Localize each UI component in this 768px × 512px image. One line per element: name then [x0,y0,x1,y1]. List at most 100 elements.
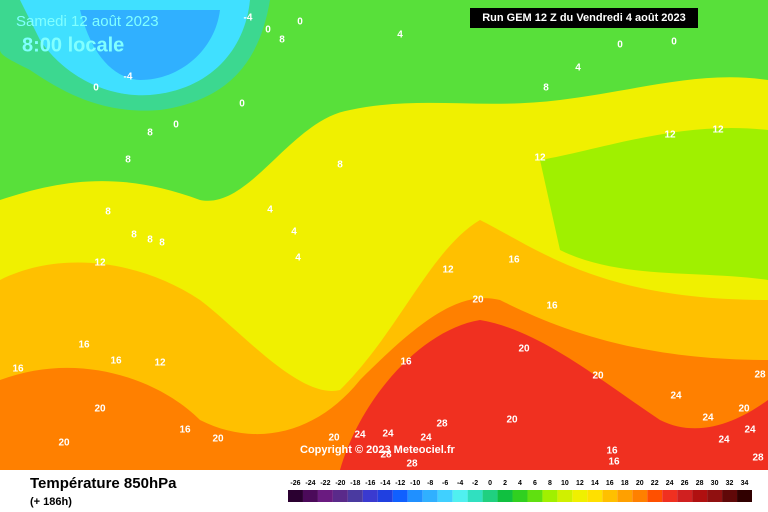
contour-label: 8 [147,235,153,246]
time-label: 8:00 locale [22,34,124,56]
scale-swatch [542,490,558,502]
scale-swatch [557,490,573,502]
mild-region [540,127,768,280]
scale-label: -24 [305,480,315,487]
scale-swatch [422,490,438,502]
scale-label: 6 [533,480,537,487]
contour-label: 24 [744,425,756,436]
contour-label: 8 [147,128,153,139]
scale-swatch [737,490,752,502]
contour-label: 8 [131,230,137,241]
scale-swatch [617,490,633,502]
contour-label: 20 [58,438,70,449]
contour-label: -4 [124,72,133,83]
contour-label: 8 [159,238,165,249]
scale-swatch [692,490,708,502]
copyright: Copyright © 2023 Meteociel.fr [300,444,456,456]
scale-label: 14 [591,480,599,487]
contour-label: 24 [382,429,394,440]
contour-label: 4 [575,63,581,74]
scale-swatch [707,490,723,502]
contour-label: 12 [664,130,676,141]
scale-swatch [437,490,453,502]
scale-swatch [362,490,378,502]
contour-label: 16 [400,357,412,368]
scale-label: -4 [457,480,463,487]
contour-label: 16 [608,457,620,468]
hottest-region [340,320,768,470]
contour-label: 8 [543,83,549,94]
scale-swatch [527,490,543,502]
scale-label: 18 [621,480,629,487]
scale-swatch [602,490,618,502]
contour-label: 16 [508,255,520,266]
contour-label: -4 [244,13,253,24]
scale-label: 34 [741,480,749,487]
footer-title: Température 850hPa [30,475,177,492]
contour-label: 20 [506,415,518,426]
scale-label: 16 [606,480,614,487]
contour-label: 4 [397,30,403,41]
scale-swatch [407,490,423,502]
contour-label: 20 [472,295,484,306]
scale-swatch [587,490,603,502]
contour-label: 20 [94,404,106,415]
contour-label: 28 [406,459,418,470]
scale-swatch [482,490,498,502]
contour-label: 28 [752,453,764,464]
scale-label: 10 [561,480,569,487]
scale-label: 4 [518,480,522,487]
scale-swatch [497,490,513,502]
scale-swatch [302,490,318,502]
contour-label: 12 [154,358,166,369]
contour-label: 8 [105,207,111,218]
contour-label: 0 [297,17,303,28]
scale-swatch [677,490,693,502]
date-label: Samedi 12 août 2023 [16,13,159,30]
scale-swatch [662,490,678,502]
contour-label: 4 [291,227,297,238]
contour-label: 24 [354,430,366,441]
contour-label: 20 [328,433,340,444]
scale-swatch [392,490,408,502]
contour-label: 28 [380,450,392,461]
contour-label: 12 [534,153,546,164]
contour-label: 12 [442,265,454,276]
contour-label: 28 [754,370,766,381]
contour-label: 20 [518,344,530,355]
contour-label: 0 [671,37,677,48]
contour-label: 4 [267,205,273,216]
scale-swatch [632,490,648,502]
scale-swatch [467,490,483,502]
contour-label: 20 [212,434,224,445]
contour-label: 24 [702,413,714,424]
scale-label: -10 [410,480,420,487]
contour-label: 0 [93,83,99,94]
contour-label: 12 [94,258,106,269]
contour-label: 4 [295,253,301,264]
lead-time: (+ 186h) [30,496,72,508]
contour-label: 8 [337,160,343,171]
contour-label: 16 [179,425,191,436]
contour-label: 28 [436,419,448,430]
contour-label: 8 [125,155,131,166]
scale-swatch [347,490,363,502]
scale-label: -26 [290,480,300,487]
contour-label: 8 [279,35,285,46]
scale-swatch [288,490,303,502]
scale-label: 20 [636,480,644,487]
contour-label: 0 [239,99,245,110]
scale-swatch [572,490,588,502]
scale-label: -6 [442,480,448,487]
scale-label: 28 [696,480,704,487]
contour-label: 0 [265,25,271,36]
scale-label: 32 [726,480,734,487]
scale-label: 26 [681,480,689,487]
scale-label: 8 [548,480,552,487]
contour-label: 20 [738,404,750,415]
contour-label: 24 [670,391,682,402]
contour-label: 20 [592,371,604,382]
scale-label: 24 [666,480,674,487]
colder-region [80,10,220,80]
